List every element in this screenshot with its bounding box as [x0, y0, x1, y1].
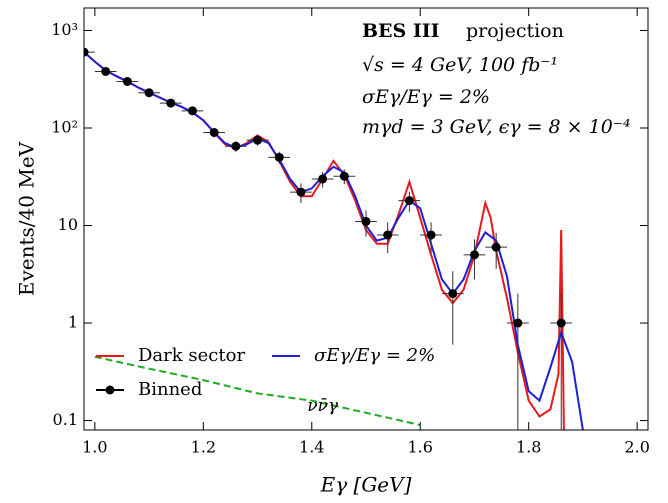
data-point [318, 174, 328, 184]
annotation: BES III [362, 20, 440, 42]
legend-label: Dark sector [138, 345, 245, 366]
data-point [144, 88, 154, 98]
data-point [448, 289, 458, 299]
x-tick-label: 2.0 [624, 438, 649, 457]
x-tick-label: 1.8 [516, 438, 541, 457]
y-tick-label: 1 [68, 313, 78, 332]
axes-frame [83, 7, 649, 431]
data-point [426, 230, 436, 240]
background-curve [94, 355, 421, 426]
data-point [383, 230, 393, 240]
legend-label: σEγ/Eγ = 2% [314, 345, 435, 366]
data-point [187, 106, 197, 116]
data-point [209, 127, 219, 137]
annotation: mγd = 3 GeV, ϵγ = 8 × 10⁻⁴ [362, 116, 630, 138]
y-axis-label: Events/40 MeV [15, 141, 39, 296]
data-point [231, 141, 241, 151]
curve [84, 51, 565, 430]
data-point [513, 318, 523, 328]
data-point [556, 318, 566, 328]
legend-swatch [105, 385, 115, 395]
annotation: projection [466, 20, 564, 42]
x-tick-label: 1.6 [408, 438, 433, 457]
data-point [274, 152, 284, 162]
curve [84, 51, 584, 430]
y-tick-label: 10³ [51, 20, 78, 39]
x-tick-label: 1.0 [82, 438, 107, 457]
curve-label: νν̄γ [307, 396, 339, 416]
data-point [122, 76, 132, 86]
data-point [404, 196, 414, 206]
data-point [469, 250, 479, 260]
x-axis-label: Eγ [GeV] [320, 473, 412, 497]
data-point [101, 66, 111, 76]
annotation: σEγ/Eγ = 2% [362, 86, 490, 108]
y-tick-label: 0.1 [53, 410, 78, 429]
data-point [361, 216, 371, 226]
data-point [339, 171, 349, 181]
y-tick-label: 10 [58, 215, 78, 234]
data-point [166, 98, 176, 108]
legend-label: Binned [138, 379, 202, 400]
data-point [253, 135, 263, 145]
plot-area [84, 47, 584, 430]
data-point [296, 187, 306, 197]
annotation: √s = 4 GeV, 100 fb⁻¹ [362, 54, 558, 76]
data-point [491, 242, 501, 252]
x-tick-label: 1.4 [299, 438, 324, 457]
y-tick-label: 10² [51, 117, 78, 136]
data-point [84, 47, 89, 57]
x-tick-label: 1.2 [191, 438, 216, 457]
